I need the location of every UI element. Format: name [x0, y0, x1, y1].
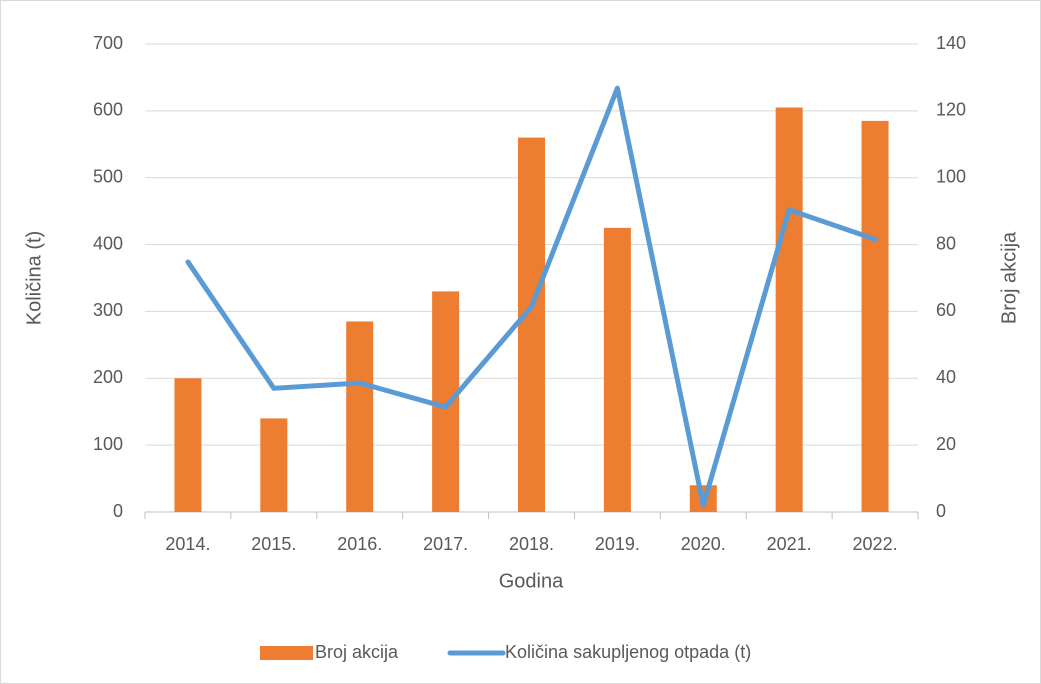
- y2-tick-label: 80: [936, 233, 956, 253]
- y2-tick-label: 40: [936, 367, 956, 387]
- bar: [775, 107, 803, 512]
- y-tick-label: 400: [93, 233, 123, 253]
- y-tick-label: 700: [93, 33, 123, 53]
- y-tick-label: 500: [93, 166, 123, 186]
- y2-tick-label: 100: [936, 166, 966, 186]
- y-tick-label: 100: [93, 434, 123, 454]
- bar: [861, 120, 889, 512]
- x-tick-label: 2022.: [853, 534, 898, 554]
- y2-tick-label: 140: [936, 33, 966, 53]
- y-axis-label: Količina (t): [23, 231, 45, 325]
- y2-axis-label: Broj akcija: [998, 231, 1020, 324]
- bar: [518, 137, 545, 512]
- legend-label: Količina sakupljenog otpada (t): [505, 642, 751, 662]
- y-tick-label: 0: [113, 501, 123, 521]
- bar: [346, 321, 374, 512]
- y2-tick-label: 60: [936, 300, 956, 320]
- x-tick-label: 2015.: [251, 534, 296, 554]
- legend-label: Broj akcija: [315, 642, 399, 662]
- y2-tick-label: 20: [936, 434, 956, 454]
- y-tick-label: 600: [93, 100, 123, 120]
- y-tick-label: 300: [93, 300, 123, 320]
- bar: [603, 227, 631, 512]
- y2-tick-label: 120: [936, 100, 966, 120]
- y2-tick-label: 0: [936, 501, 946, 521]
- line: [185, 85, 878, 508]
- x-tick-label: 2021.: [767, 534, 812, 554]
- legend-swatch: [260, 646, 313, 660]
- bar: [432, 291, 460, 512]
- bar: [260, 418, 288, 512]
- x-tick-label: 2017.: [423, 534, 468, 554]
- x-tick-label: 2014.: [165, 534, 210, 554]
- x-tick-label: 2020.: [681, 534, 726, 554]
- x-tick-label: 2019.: [595, 534, 640, 554]
- x-tick-label: 2016.: [337, 534, 382, 554]
- x-tick-label: 2018.: [509, 534, 554, 554]
- bar: [174, 378, 202, 512]
- y-tick-label: 200: [93, 367, 123, 387]
- x-axis-label: Godina: [499, 570, 564, 592]
